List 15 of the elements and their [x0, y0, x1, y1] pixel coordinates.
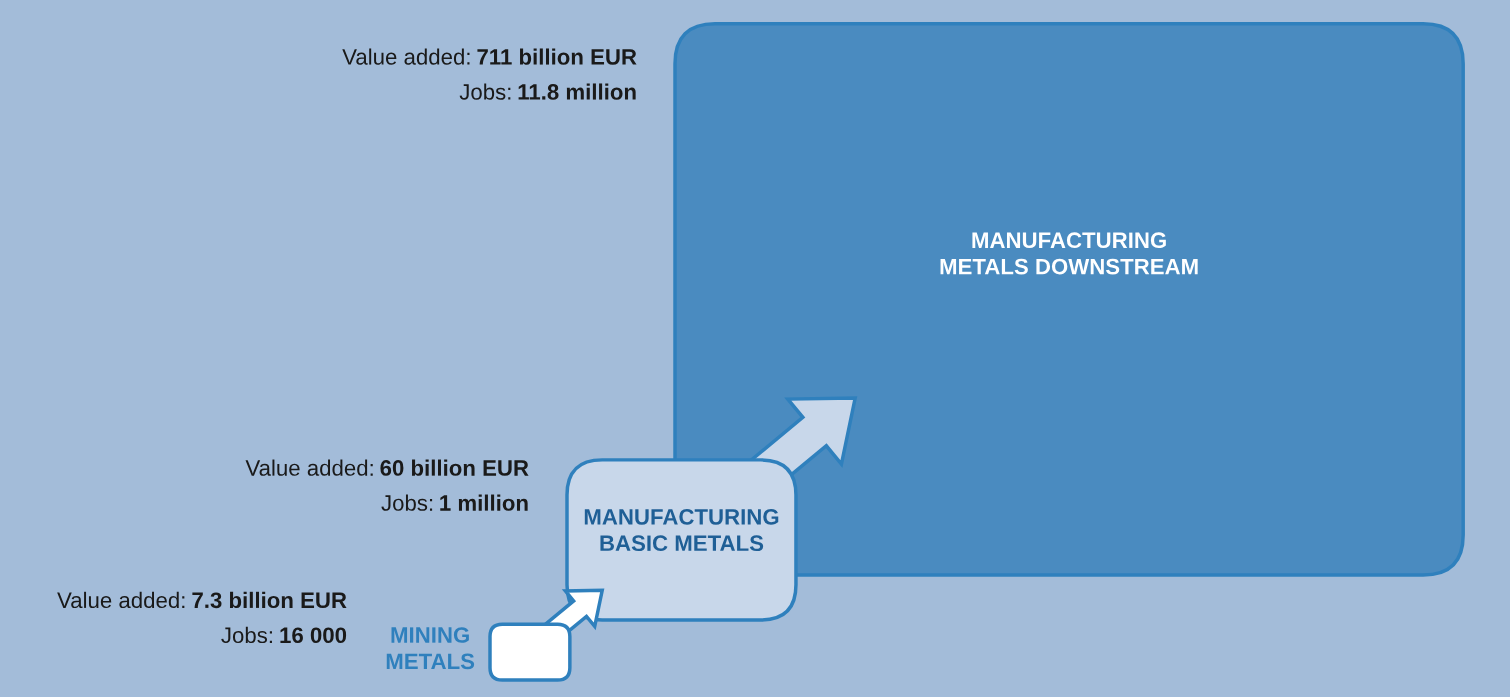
- text: Jobs:: [459, 83, 511, 100]
- data-label: 7.3 billion EUR: [192, 591, 347, 609]
- data-label: 11.8 million: [518, 83, 636, 100]
- text: Value added:: [342, 48, 470, 65]
- data-label: 60 billion EUR: [380, 459, 529, 476]
- text: Value added:: [57, 591, 185, 609]
- text: Value added:: [245, 459, 373, 476]
- text: Jobs:: [221, 626, 272, 644]
- category-label: MANUFACTURING METALS DOWNSTREAM: [940, 232, 1198, 275]
- data-label: 16 000: [280, 627, 347, 644]
- data-label: 711 billion EUR: [477, 48, 637, 65]
- category-label: MINING METALS: [386, 627, 475, 670]
- category-label: MANUFACTURING BASIC METALS: [584, 508, 779, 552]
- text: Jobs:: [381, 494, 433, 511]
- data-label: 1 million: [440, 494, 528, 511]
